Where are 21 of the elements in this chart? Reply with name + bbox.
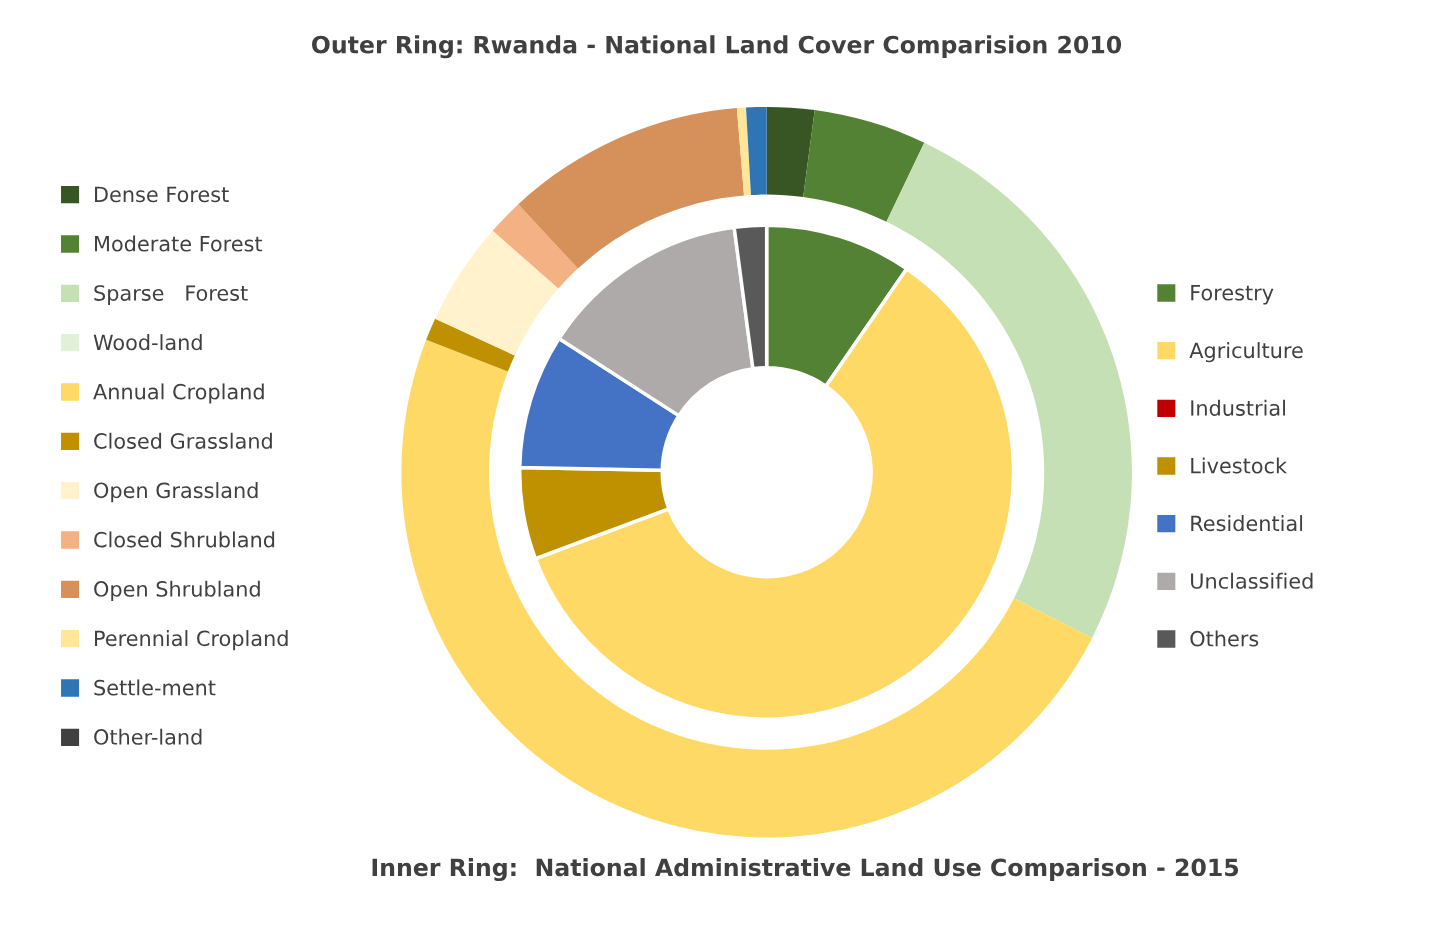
- legend-label: Moderate Forest: [95, 235, 263, 252]
- legend-label: Unclassified: [1191, 572, 1313, 589]
- legend-label: Sparse Forest: [94, 285, 248, 305]
- legend-label: Open Grassland: [94, 482, 258, 503]
- legend-label: Perennial Cropland: [95, 630, 288, 651]
- legend-label: Forestry: [1191, 285, 1274, 305]
- legend-label: Agriculture: [1189, 342, 1303, 363]
- legend-label: Closed Shrubland: [94, 531, 275, 548]
- legend-label: Residential: [1191, 515, 1303, 532]
- legend-label: Industrial: [1191, 399, 1285, 416]
- legend-label: Dense Forest: [95, 186, 229, 203]
- legend-label: Settle-ment: [94, 679, 216, 696]
- legend-label: Others: [1190, 630, 1259, 647]
- text: Inner Ring: National Administrative Land Use Comparison - 2015: [372, 858, 1239, 882]
- legend-label: Open Shrubland: [94, 580, 260, 601]
- legend-label: Wood-land: [93, 334, 202, 351]
- legend-label: Closed Grassland: [94, 432, 272, 449]
- legend-label: Livestock: [1191, 457, 1287, 474]
- chart-title: Outer Ring: Rwanda - National Land Cover Comparision 2010: [311, 35, 1122, 59]
- legend-label: Annual Cropland: [93, 383, 264, 404]
- legend-label: Other-land: [94, 728, 202, 745]
